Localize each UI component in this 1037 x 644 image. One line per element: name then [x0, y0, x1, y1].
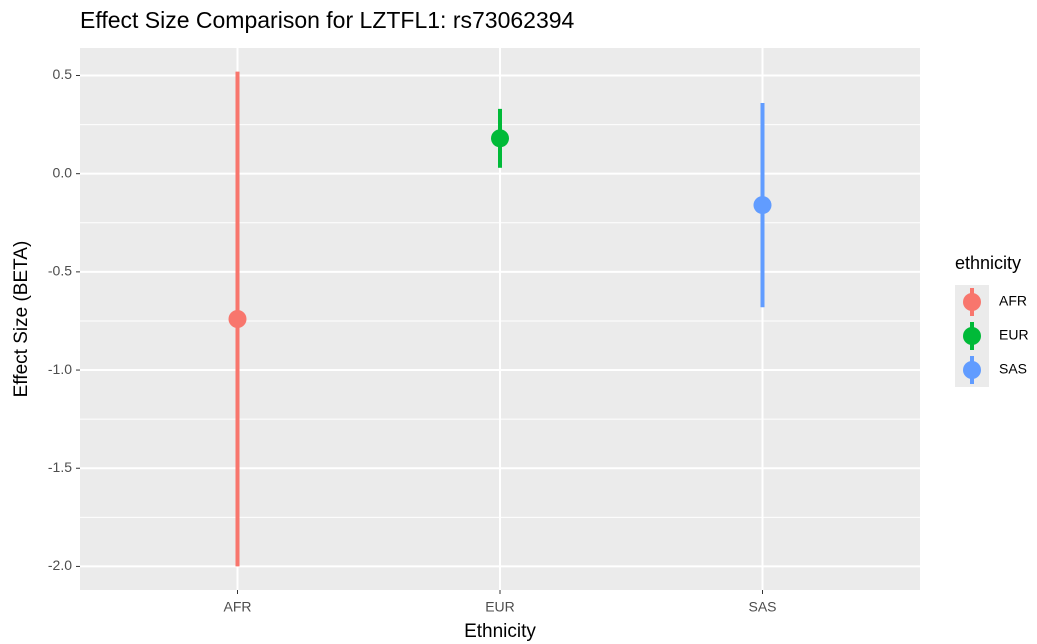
y-tick-label: -1.0 — [48, 361, 72, 377]
legend-label: EUR — [999, 327, 1029, 343]
x-tick-label: SAS — [748, 599, 776, 615]
y-axis-title: Effect Size (BETA) — [11, 241, 32, 398]
legend-key-point — [963, 293, 981, 311]
legend-label: AFR — [999, 293, 1027, 309]
y-tick-label: 0.0 — [53, 164, 73, 180]
point — [228, 310, 247, 328]
x-tick-label: AFR — [224, 599, 252, 615]
point — [753, 196, 772, 215]
y-tick-label: 0.5 — [53, 66, 73, 82]
y-tick-label: -0.5 — [48, 263, 72, 279]
point — [491, 129, 509, 148]
y-tick-label: -1.5 — [48, 459, 72, 475]
chart-title: Effect Size Comparison for LZTFL1: rs730… — [80, 7, 575, 33]
y-tick-label: -2.0 — [48, 557, 72, 573]
legend-key-point — [963, 327, 981, 345]
legend-title: ethnicity — [955, 253, 1021, 273]
legend-label: SAS — [999, 361, 1027, 377]
x-tick-label: EUR — [485, 599, 515, 615]
x-axis-title: Ethnicity — [464, 621, 536, 642]
legend-key-point — [963, 361, 981, 379]
